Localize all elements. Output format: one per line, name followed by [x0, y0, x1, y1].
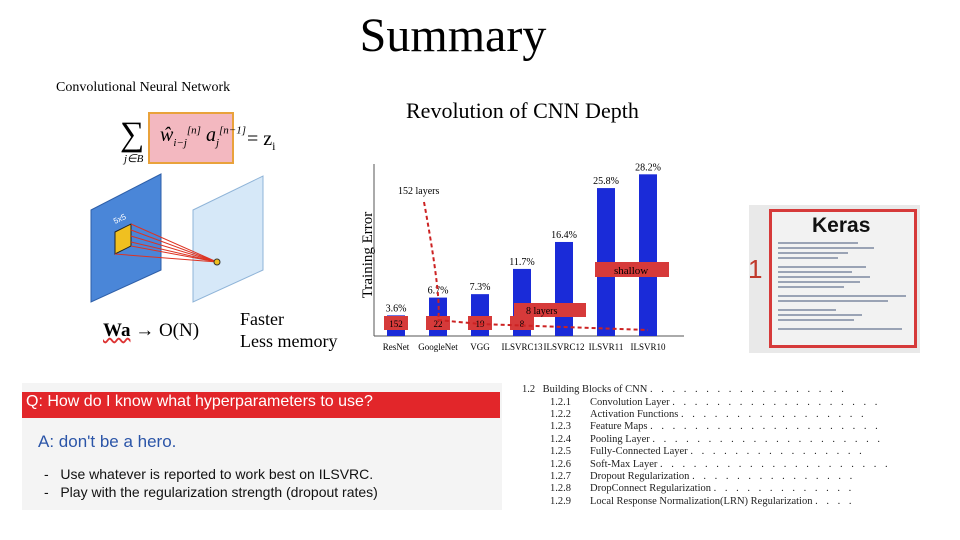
- x-tick-label: ILSVRC12: [543, 342, 584, 352]
- x-tick-label: ILSVR10: [630, 342, 666, 352]
- value-label: 11.7%: [509, 257, 534, 268]
- projection-line: [130, 245, 218, 263]
- toc-item: 1.2 Building Blocks of CNN . . . . . . .…: [522, 384, 847, 395]
- arrow-icon: →: [135, 320, 155, 341]
- depth-label-box: [426, 316, 450, 330]
- formula-equals: = z: [247, 128, 273, 150]
- value-label: 3.6%: [386, 303, 407, 314]
- x-tick-label: GoogleNet: [418, 342, 458, 352]
- toc-item: 1.2.7 Dropout Regularization . . . . . . …: [550, 471, 856, 482]
- toc-label: Local Response Normalization(LRN) Regula…: [590, 496, 813, 507]
- toc-number: 1.2: [522, 384, 536, 395]
- slide-title: Summary: [359, 9, 547, 62]
- output-layer-plane: [192, 175, 264, 303]
- bar-ilsvr10: [639, 174, 657, 336]
- projection-line: [130, 235, 218, 263]
- annotation-8-layers-box: [514, 303, 586, 317]
- toc-item: 1.2.8 DropConnect Regularization . . . . …: [550, 483, 855, 494]
- toc-number: 1.2.9: [550, 496, 571, 507]
- toc-item: 1.2.4 Pooling Layer . . . . . . . . . . .…: [550, 434, 884, 445]
- qa-answer: A: don't be a hero.: [38, 432, 177, 451]
- toc-item: 1.2.1 Convolution Layer . . . . . . . . .…: [550, 397, 881, 408]
- toc-number: 1.2.7: [550, 471, 571, 482]
- toc-number: 1.2.4: [550, 434, 571, 445]
- sum-symbol: ∑: [120, 116, 145, 153]
- toc-item: 1.2.3 Feature Maps . . . . . . . . . . . …: [550, 421, 881, 432]
- depth-trend-line: [423, 201, 649, 331]
- y-axis-label: Training Error: [360, 212, 376, 299]
- toc-label: DropConnect Regularization: [590, 483, 712, 494]
- qa-question-bar: [22, 392, 500, 418]
- toc-label: Activation Functions: [590, 409, 679, 420]
- depth-label: 152: [389, 319, 403, 329]
- value-label: 16.4%: [551, 230, 577, 241]
- annotation-8-layers: 8 layers: [526, 306, 557, 317]
- depth-label-box: [384, 316, 408, 330]
- formula-highlight: [148, 112, 234, 164]
- qa-bullet-1: - Use whatever is reported to work best …: [44, 466, 374, 482]
- toc-label: Feature Maps: [590, 421, 648, 432]
- projection-line: [130, 241, 218, 263]
- bar-ilsvrc12: [555, 241, 573, 336]
- formula-w: ŵ: [160, 124, 174, 146]
- benefit-item: Less memory: [240, 331, 338, 351]
- x-tick-label: ILSVRC13: [501, 342, 543, 352]
- formula-result-sub: i: [272, 139, 276, 153]
- annotation-shallow: shallow: [614, 265, 648, 277]
- x-tick-label: ILSVR11: [589, 342, 624, 352]
- toc-item: 1.2.5 Fully-Connected Layer . . . . . . .…: [550, 446, 865, 457]
- qa-bullet-text: Use whatever is reported to work best on…: [60, 466, 374, 482]
- projection-line: [130, 229, 218, 263]
- depth-label: 8: [520, 319, 525, 329]
- depth-label: 22: [434, 319, 443, 329]
- toc-number: 1.2.8: [550, 483, 571, 494]
- x-tick-label: VGG: [470, 342, 490, 352]
- keras-side-digit: 1: [748, 254, 763, 284]
- toc-item: 1.2.6 Soft-Max Layer . . . . . . . . . . …: [550, 459, 891, 470]
- complexity-note: Wa → O(N): [103, 320, 199, 342]
- value-label: 25.8%: [593, 176, 619, 187]
- keras-title: Keras: [812, 214, 871, 237]
- qa-question: Q: How do I know what hyperparameters to…: [26, 393, 373, 410]
- x-tick-label: ResNet: [383, 342, 410, 352]
- output-neuron: [213, 258, 221, 266]
- toc-number: 1.2.2: [550, 409, 571, 420]
- benefit-item: Faster: [240, 309, 284, 329]
- value-label: 6.7%: [428, 286, 449, 297]
- conv-layers-illustration: 5x5: [90, 173, 264, 303]
- toc-label: Dropout Regularization: [590, 471, 690, 482]
- annotation-152-layers: 152 layers: [398, 186, 439, 197]
- annotation-shallow-box: [595, 262, 669, 277]
- sum-subscript: j∈B: [124, 153, 144, 165]
- toc-label: Soft-Max Layer: [590, 459, 658, 470]
- toc-item: 1.2.2 Activation Functions . . . . . . . …: [550, 409, 867, 420]
- complexity-label: Wa: [103, 320, 131, 341]
- depth-chart: Training Error 3.6%1526.7%227.3%1911.7%8…: [360, 162, 684, 352]
- benefits-list: Faster Less memory: [240, 308, 337, 352]
- complexity-value: O(N): [158, 320, 200, 341]
- depth-label-box: [510, 316, 534, 330]
- toc-number: 1.2.6: [550, 459, 571, 470]
- qa-bullet-text: Play with the regularization strength (d…: [60, 484, 378, 500]
- toc-label: Fully-Connected Layer: [590, 446, 688, 457]
- projection-line: [114, 253, 218, 263]
- toc-item: 1.2.9 Local Response Normalization(LRN) R…: [550, 496, 855, 507]
- chart-title: Revolution of CNN Depth: [406, 98, 639, 123]
- projection-line: [130, 223, 218, 263]
- toc-number: 1.2.1: [550, 397, 571, 408]
- cnn-caption: Convolutional Neural Network: [56, 80, 231, 95]
- toc-label: Pooling Layer: [590, 434, 650, 445]
- toc-number: 1.2.5: [550, 446, 571, 457]
- toc-label: Building Blocks of CNN: [542, 384, 648, 395]
- keras-code-lines: [778, 242, 906, 330]
- formula-result: = zi: [247, 128, 276, 154]
- formula-weight: ŵi−j[n] aj[n−1]: [160, 124, 246, 149]
- toc-label: Convolution Layer: [590, 397, 670, 408]
- value-label: 28.2%: [635, 162, 661, 173]
- value-label: 7.3%: [470, 282, 491, 293]
- toc-number: 1.2.3: [550, 421, 571, 432]
- qa-bullet-2: - Play with the regularization strength …: [44, 484, 378, 500]
- keras-frame: [769, 209, 917, 348]
